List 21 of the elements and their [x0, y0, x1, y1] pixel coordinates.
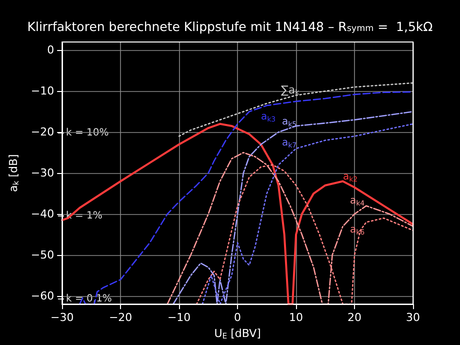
y-tick-label: 0 — [47, 44, 54, 57]
x-tick-label: 30 — [406, 311, 420, 324]
x-tick-label: −20 — [108, 311, 132, 324]
y-tick-label: −40 — [30, 208, 54, 221]
annotation: k = 10% — [66, 128, 109, 138]
y-tick-label: −60 — [30, 289, 54, 302]
y-tick-label: −50 — [30, 248, 54, 262]
line-series — [196, 164, 414, 305]
line-series — [166, 152, 414, 305]
y-tick-label: −10 — [30, 84, 54, 98]
x-tick-label: −10 — [167, 311, 191, 324]
line-series — [178, 82, 414, 137]
y-tick-label: −30 — [30, 166, 54, 180]
line-series — [172, 110, 414, 305]
x-tick-label: 20 — [348, 311, 362, 324]
chart-title: Klirrfaktoren berechnete Klippstufe mit 1N4148 – Rsymm = 1,5kΩ — [27, 18, 434, 34]
x-tick-label: 10 — [289, 311, 304, 324]
line-series — [202, 123, 414, 305]
y-tick-label: −20 — [30, 126, 54, 139]
x-tick-label: 0 — [234, 311, 242, 324]
x-tick-label: −30 — [50, 311, 74, 324]
